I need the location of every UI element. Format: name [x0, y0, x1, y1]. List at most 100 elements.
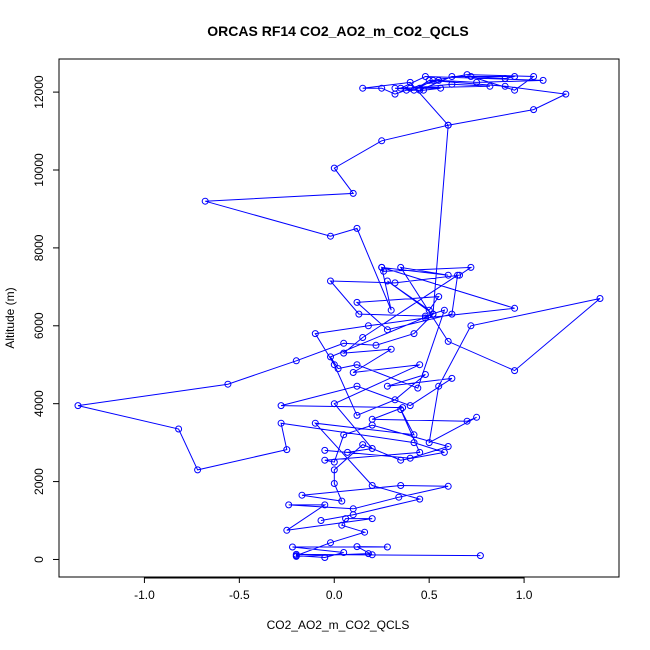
series-line	[77, 74, 601, 559]
data-point	[425, 76, 433, 84]
data-point	[416, 495, 424, 503]
x-tick-label: -1.0	[134, 588, 155, 602]
data-point	[397, 406, 405, 413]
data-point	[463, 71, 471, 79]
data-point	[321, 446, 329, 454]
data-point	[330, 400, 338, 408]
data-point	[368, 482, 376, 489]
data-point	[289, 543, 296, 551]
data-point	[353, 224, 361, 232]
data-point	[463, 417, 471, 425]
data-point	[410, 439, 418, 447]
data-point	[380, 267, 388, 275]
data-point	[330, 164, 338, 172]
data-point	[383, 277, 391, 285]
data-point	[448, 80, 456, 88]
data-point	[340, 339, 348, 347]
x-tick-label: 1.0	[516, 588, 533, 602]
data-point	[440, 306, 448, 314]
data-point	[330, 480, 338, 487]
data-point	[353, 411, 361, 419]
data-point	[378, 137, 386, 145]
data-point	[277, 402, 285, 410]
data-point	[397, 263, 405, 271]
data-point	[175, 425, 183, 433]
y-tick-label: 8000	[32, 234, 46, 261]
data-point	[448, 310, 456, 318]
chart-title: ORCAS RF14 CO2_AO2_m_CO2_QCLS	[207, 23, 468, 39]
data-point	[444, 271, 452, 279]
data-point	[368, 515, 376, 523]
data-point	[467, 263, 475, 271]
plot-frame	[58, 58, 620, 578]
data-point	[511, 73, 519, 80]
y-tick-label: 4000	[32, 390, 46, 417]
data-point	[410, 330, 418, 338]
data-point	[397, 482, 405, 489]
y-axis-label: Altitude (m)	[3, 287, 17, 348]
data-point	[440, 448, 448, 456]
data-point	[383, 382, 391, 390]
data-point	[349, 369, 357, 376]
data-point	[511, 86, 519, 94]
data-point	[74, 402, 82, 410]
data-point	[359, 334, 367, 341]
data-point	[387, 345, 395, 353]
data-point	[194, 466, 202, 474]
data-point	[327, 232, 334, 240]
x-tick-label: 0.0	[326, 588, 343, 602]
data-point	[359, 84, 367, 92]
data-point	[353, 361, 361, 369]
y-tick-label: 10000	[32, 153, 46, 187]
data-point	[353, 298, 361, 306]
data-point	[448, 374, 456, 382]
data-point	[378, 263, 386, 271]
data-point	[421, 371, 429, 378]
data-point	[387, 306, 395, 314]
data-point	[383, 543, 391, 551]
data-point	[368, 421, 376, 429]
y-tick-label: 2000	[32, 468, 46, 495]
data-point	[359, 441, 367, 449]
data-point	[317, 517, 325, 524]
data-point	[406, 78, 414, 86]
data-point	[406, 454, 414, 462]
data-point	[283, 446, 291, 454]
x-axis: -1.0 -0.5 0.0 0.5 1.0	[134, 577, 533, 602]
data-point	[410, 431, 418, 439]
data-point	[435, 76, 443, 84]
data-point	[364, 322, 372, 330]
data-point	[364, 550, 372, 558]
data-point	[421, 73, 429, 80]
data-point	[224, 380, 232, 388]
data-point	[416, 448, 424, 456]
data-point	[349, 511, 357, 519]
data-point	[444, 443, 452, 450]
data-point	[421, 314, 429, 322]
data-point	[391, 90, 399, 98]
data-point	[425, 439, 433, 447]
data-point	[378, 84, 386, 92]
data-point	[437, 84, 445, 92]
data-point	[353, 382, 361, 390]
data-point	[292, 357, 300, 365]
data-point	[277, 419, 285, 427]
data-point	[298, 491, 306, 499]
data-point	[330, 458, 338, 466]
data-point	[416, 86, 424, 94]
data-point	[327, 277, 334, 285]
data-point	[338, 497, 346, 505]
data-point	[473, 413, 481, 421]
data-point	[340, 431, 348, 439]
data-point	[435, 293, 443, 301]
data-point	[321, 456, 329, 464]
data-point	[511, 367, 519, 375]
data-point	[530, 73, 538, 80]
data-point	[285, 501, 293, 509]
data-point	[334, 365, 342, 373]
data-point	[429, 310, 437, 318]
data-point	[353, 543, 361, 551]
data-point	[444, 337, 452, 345]
data-point	[501, 75, 509, 82]
